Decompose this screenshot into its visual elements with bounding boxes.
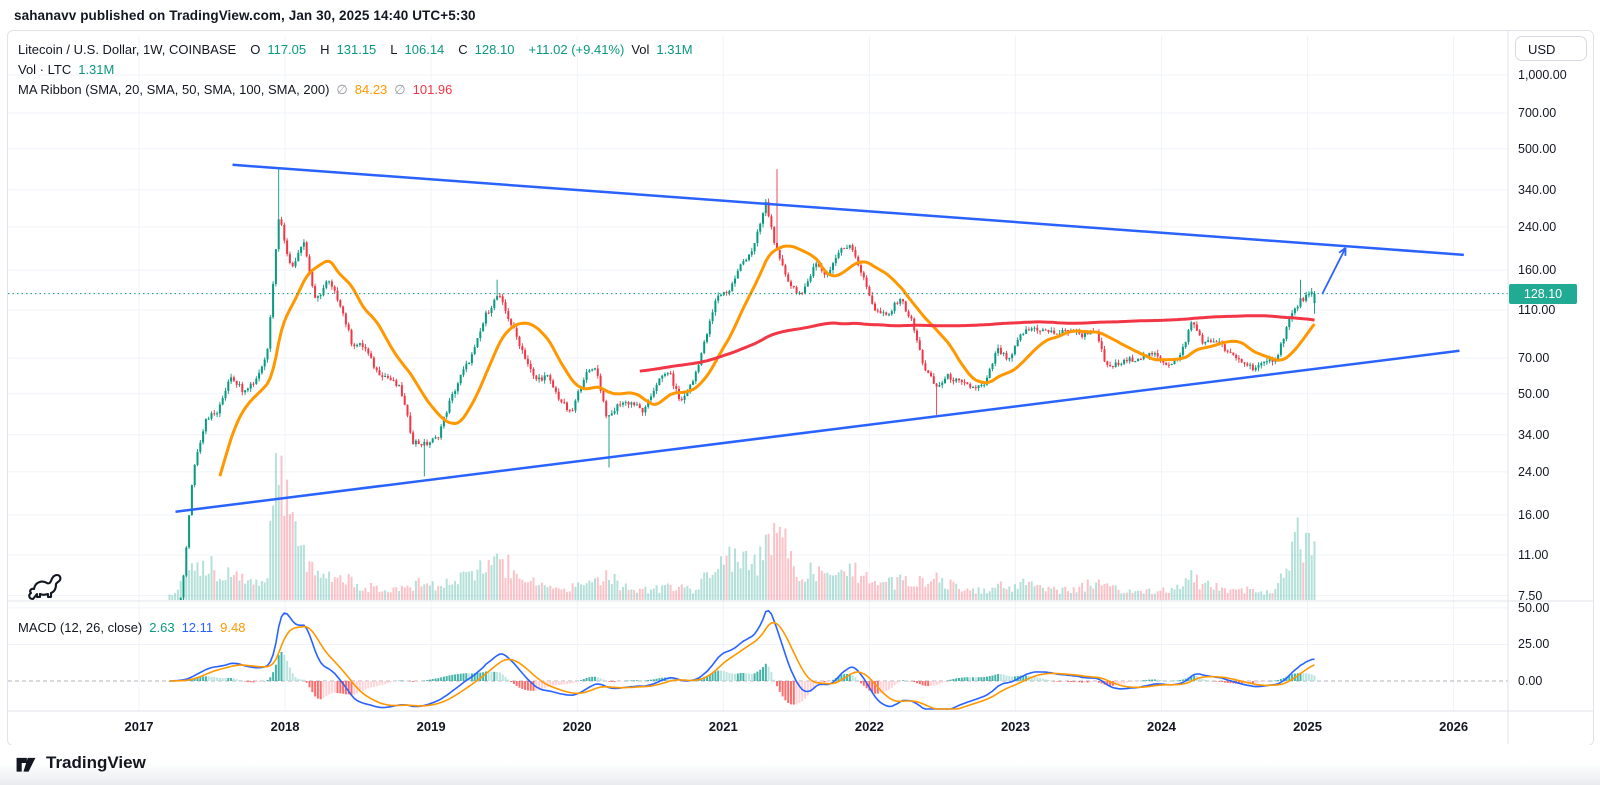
year-label: 2023 [1000,719,1030,734]
ma-ribbon-label: MA Ribbon (SMA, 20, SMA, 50, SMA, 100, S… [18,82,330,97]
price-tick-label: 70.00 [1518,350,1550,365]
average-icon: ∅ [336,82,348,97]
price-tick-label: 110.00 [1518,302,1556,317]
macd-tick-label: 50.00 [1518,600,1550,615]
average-icon: ∅ [394,82,406,97]
chart-card [7,30,1594,746]
macd-hist-value: 2.63 [149,620,175,635]
year-label: 2020 [562,719,592,734]
tradingview-glyph-icon [16,757,36,772]
price-axis[interactable]: USD [1508,30,1600,744]
macd-legend-row[interactable]: MACD (12, 26, close) 2.63 12.11 9.48 [18,620,252,635]
dino-icon [28,573,62,601]
year-label: 2017 [124,719,154,734]
price-tick-label: 240.00 [1518,219,1557,234]
price-tick-label: 1,000.00 [1518,68,1567,82]
volume-legend-row[interactable]: Vol · LTC 1.31M [18,62,121,77]
attribution-text: sahanavv published on TradingView.com, J… [14,8,476,23]
volume-legend-value: 1.31M [78,62,115,77]
ohlc-close: C 128.10 [458,42,515,57]
symbol-title: Litecoin / U.S. Dollar, 1W, COINBASE [18,42,237,57]
price-tick-label: 11.00 [1518,547,1549,562]
year-label: 2024 [1147,719,1176,734]
macd-tick-label: 0.00 [1518,674,1543,688]
year-label: 2019 [416,719,446,734]
price-tick-label: 340.00 [1518,182,1557,197]
macd-label: MACD (12, 26, close) [18,620,143,635]
time-axis[interactable]: 2017 2018 2019 2020 2021 2022 2023 2024 2025 2026 [7,712,1508,744]
price-tick-label: 700.00 [1518,105,1557,120]
sma200-value: 101.96 [412,82,453,97]
macd-signal-value: 9.48 [220,620,246,635]
last-price-label: 128.10 [1509,283,1577,304]
macd-line-value: 12.11 [181,620,214,635]
ma-ribbon-legend-row[interactable]: MA Ribbon (SMA, 20, SMA, 50, SMA, 100, S… [18,82,459,98]
tradingview-logo[interactable]: TradingView [14,751,146,775]
sma20-value: 84.23 [354,82,388,97]
price-tick-label: 7.50 [1518,588,1543,603]
year-label: 2021 [708,719,738,734]
currency-toggle-button[interactable]: USD [1515,36,1587,61]
tradingview-wordmark: TradingView [46,753,146,772]
price-tick-label: 24.00 [1518,464,1550,479]
symbol-legend-row[interactable]: Litecoin / U.S. Dollar, 1W, COINBASE O 117… [18,42,707,57]
ohlc-open: O 117.05 [250,42,307,57]
footer-bar: TradingView [0,745,1600,785]
macd-tick-label: 25.00 [1518,637,1550,652]
year-label: 2022 [854,719,884,734]
ohlc-high: H 131.15 [320,42,377,57]
bar-volume: Vol 1.31M [631,42,693,57]
price-tick-label: 34.00 [1518,427,1550,442]
year-label: 2026 [1439,719,1469,734]
price-tick-label: 16.00 [1518,507,1550,522]
ohlc-low: L 106.14 [390,42,445,57]
price-tick-label: 50.00 [1518,386,1550,401]
volume-legend-label: Vol · LTC [18,62,72,77]
change-value: +11.02 (+9.41%) [528,42,625,57]
year-label: 2025 [1293,719,1322,734]
price-tick-label: 500.00 [1518,141,1557,156]
price-tick-label: 160.00 [1518,262,1557,277]
year-label: 2018 [270,719,300,734]
